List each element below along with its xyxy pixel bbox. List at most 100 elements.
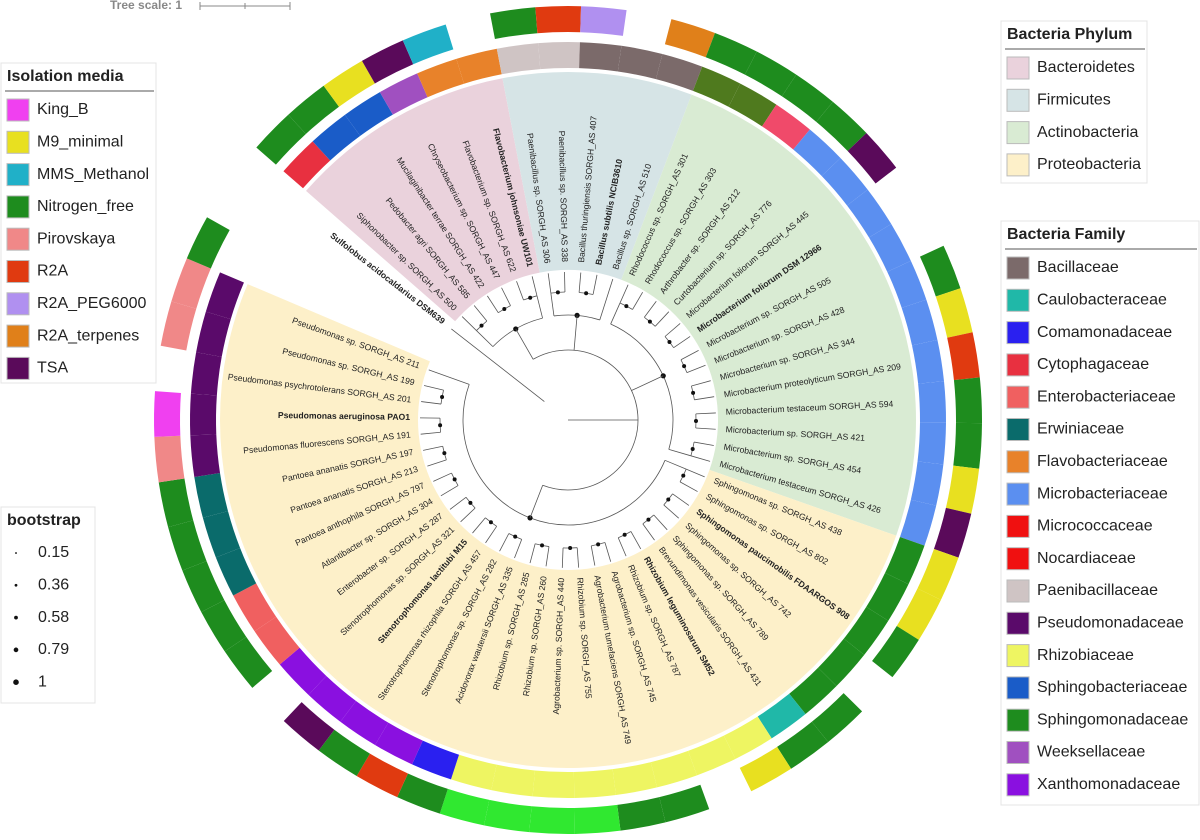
branch — [619, 284, 629, 304]
branch — [686, 468, 705, 478]
branch — [695, 427, 716, 430]
family-ring-segment — [205, 272, 244, 320]
branch — [547, 273, 552, 294]
bootstrap-dot — [667, 339, 672, 344]
media-ring-segment — [945, 465, 980, 514]
family-ring-segment — [762, 104, 810, 150]
leaf-label: Paenibacillus sp. SORGH_AS 338 — [557, 131, 570, 263]
branch — [545, 546, 550, 567]
branch — [691, 380, 711, 387]
branch — [590, 545, 596, 566]
legend-label: Xanthomonadaceae — [1037, 776, 1180, 793]
branch — [664, 459, 687, 470]
legend-label: R2A_terpenes — [37, 327, 139, 344]
legend-label: 0.36 — [38, 577, 69, 594]
media-ring-segment — [744, 51, 797, 97]
legend-swatch — [6, 324, 30, 348]
phylum-sector — [219, 284, 897, 768]
bootstrap-dot — [513, 534, 518, 539]
media-ring-segment — [160, 301, 197, 351]
legend-label: Caulobacteraceae — [1037, 292, 1167, 309]
branch — [632, 292, 643, 310]
family-ring-segment — [312, 114, 361, 161]
phylum-sectors — [219, 71, 916, 768]
family-ring-segment — [215, 548, 257, 596]
branch — [617, 537, 627, 557]
family-ring-segment — [450, 754, 497, 791]
media-ring-segment — [529, 806, 575, 834]
legend-label: 0.15 — [38, 544, 69, 561]
branch — [461, 316, 477, 331]
branch — [428, 369, 448, 377]
family-ring-segment — [532, 770, 575, 798]
legend-swatch — [1006, 482, 1030, 506]
media-ring-segment — [256, 114, 306, 165]
family-ring-segment — [190, 352, 222, 396]
media-ring-segment — [705, 32, 757, 75]
family-ring-segment — [912, 339, 944, 384]
family-ring-segment — [233, 583, 277, 632]
family-ring-segment — [910, 461, 944, 506]
legend-label: Bacillaceae — [1037, 259, 1119, 276]
legend-swatch — [6, 227, 30, 251]
bootstrap-dot — [691, 390, 696, 395]
legend-label: R2A_PEG6000 — [37, 295, 147, 312]
branch — [630, 531, 642, 550]
family-ring-segment — [917, 422, 946, 465]
legend-label: M9_minimal — [37, 134, 123, 151]
media-ring-segment — [484, 799, 532, 833]
legend-label: Pseudomonadaceae — [1037, 615, 1184, 632]
branch — [576, 547, 580, 568]
bootstrap-dot — [442, 451, 447, 456]
media-ring-segment — [777, 721, 829, 769]
bootstrap-dot — [468, 500, 473, 505]
branch — [433, 472, 452, 482]
family-ring-segment — [496, 43, 541, 75]
tree-scale-label: Tree scale: 1 — [110, 0, 182, 12]
legend-label: Rhizobiaceae — [1037, 647, 1134, 664]
branch — [680, 350, 699, 361]
family-ring-segment — [538, 41, 580, 70]
legend-swatch — [1006, 547, 1030, 571]
legend-swatch — [1006, 288, 1030, 312]
family-ring-segment — [688, 735, 736, 776]
phylum-sector — [502, 71, 692, 280]
media-ring-segment — [361, 40, 414, 84]
family-ring-segment — [899, 499, 937, 546]
legend-box — [1000, 220, 1200, 806]
media-ring-segment — [158, 478, 194, 528]
bootstrap-dot — [555, 290, 560, 295]
media-ring-segment — [816, 101, 867, 152]
branch — [663, 504, 679, 519]
media-ring-segment — [186, 217, 230, 269]
family-ring-segment — [617, 45, 663, 80]
branch — [501, 287, 511, 306]
media-ring-segment — [490, 7, 538, 39]
media-ring-segment — [917, 548, 959, 600]
legend-label: Paenibacillaceae — [1037, 582, 1158, 599]
media-ring-segment — [182, 561, 225, 613]
family-ring-segment — [728, 83, 777, 127]
media-ring-segment — [664, 19, 715, 58]
legend-title: bootstrap — [7, 512, 81, 529]
family-ring-segment — [818, 638, 865, 687]
bootstrap-legend-dot — [13, 679, 19, 685]
legend-label: Actinobacteria — [1037, 124, 1138, 141]
legend-swatch — [1006, 256, 1030, 280]
bootstrap-dot — [682, 364, 687, 369]
legend-label: Comamonadaceae — [1037, 324, 1172, 341]
branch — [532, 349, 639, 491]
bootstrap-dot — [540, 543, 545, 548]
bootstrap-legend-dot — [15, 552, 17, 554]
branch — [679, 481, 698, 492]
legend-swatch — [1006, 514, 1030, 538]
family-ring-segment — [612, 762, 657, 795]
branch — [449, 496, 467, 510]
media-ring-segment — [283, 702, 335, 751]
branch — [473, 305, 488, 322]
branch — [672, 493, 690, 506]
media-ring-segment — [617, 797, 666, 831]
family-ring-segment — [254, 616, 300, 665]
family-ring-segment — [847, 189, 892, 238]
media-ring-segment — [739, 746, 792, 792]
